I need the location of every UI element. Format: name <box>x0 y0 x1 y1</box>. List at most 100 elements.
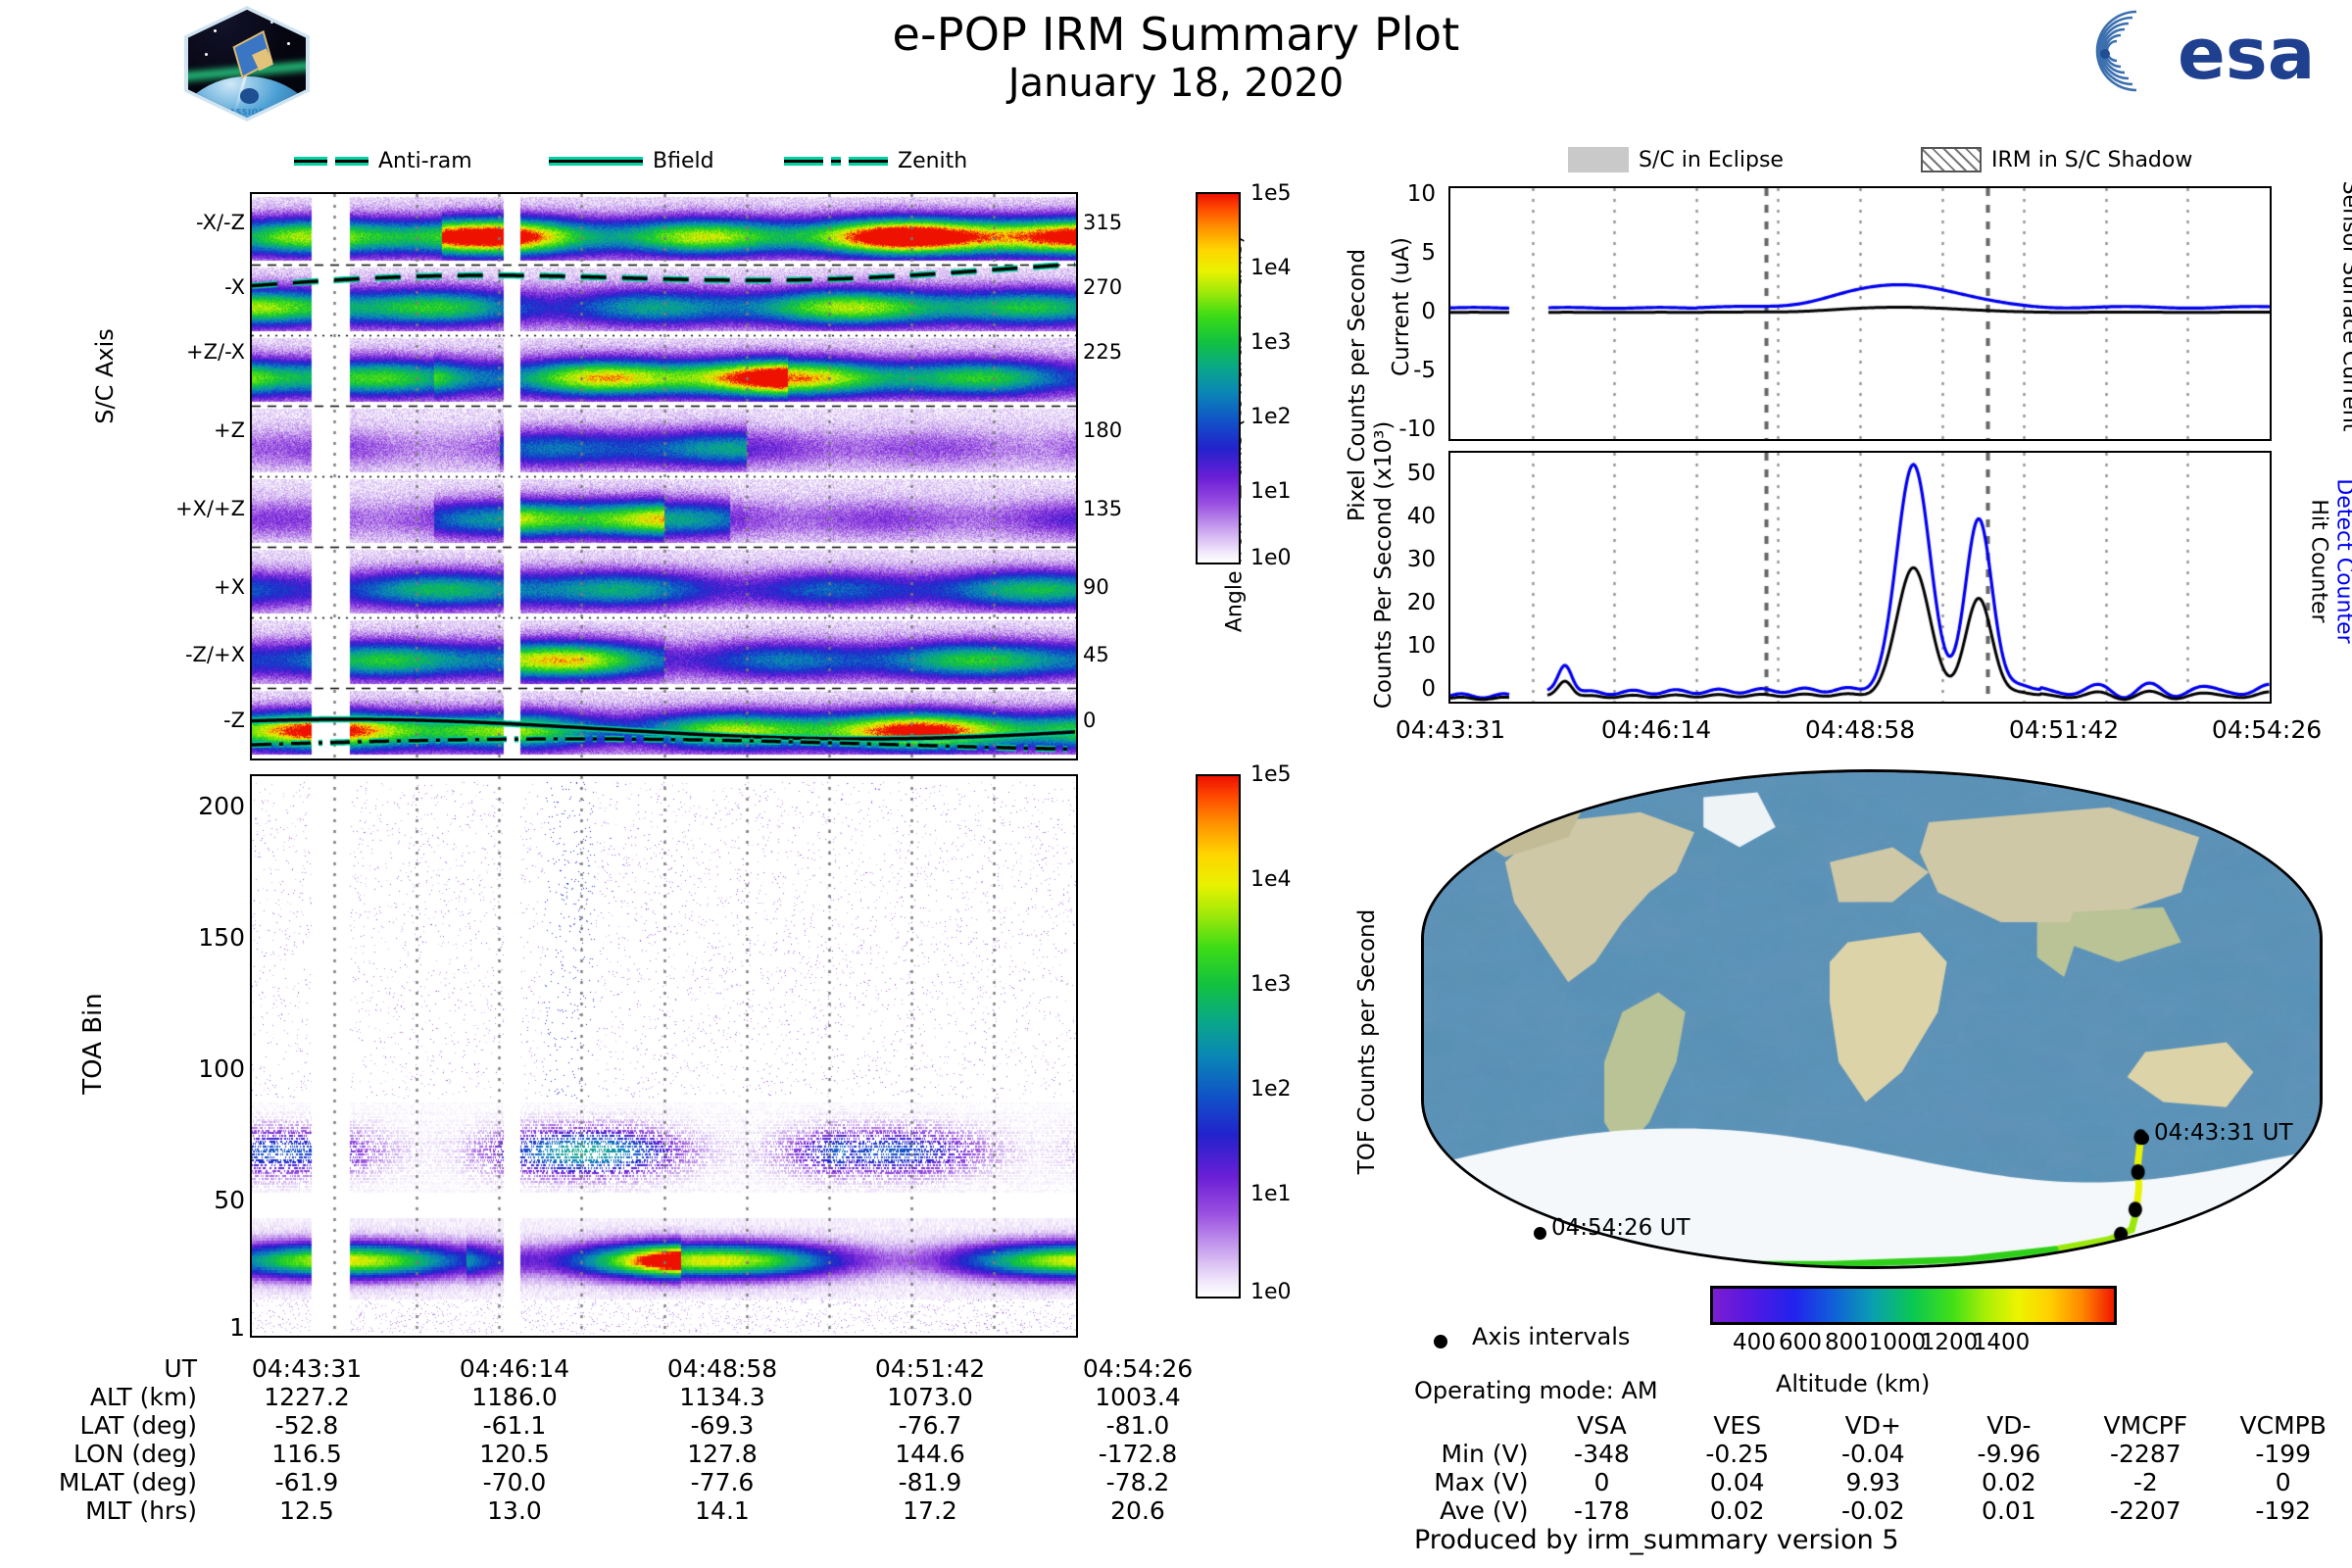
ephem-cell: -81.0 <box>1105 1411 1170 1440</box>
current-ytick-m5: -5 <box>1413 358 1436 383</box>
volt-corner-cell <box>1399 1411 1534 1440</box>
volt-cell: -2287 <box>2109 1440 2181 1468</box>
ephem-cell: 116.5 <box>271 1440 342 1468</box>
toa-cbar-tick-1e1: 1e1 <box>1250 1182 1292 1206</box>
pixel-ytick-right-7: 0 <box>1083 709 1097 732</box>
toa-ytick-150: 150 <box>198 923 245 952</box>
right-xtick-0: 04:43:31 <box>1395 715 1506 744</box>
ephem-cell: -69.3 <box>690 1411 755 1440</box>
volt-cell: 0.04 <box>1709 1468 1765 1496</box>
pixel-cbar-tick-1e4: 1e4 <box>1250 256 1292 280</box>
ephem-cell: 1003.4 <box>1095 1383 1181 1411</box>
counts-ytick-30: 30 <box>1406 547 1436 572</box>
legend-label-zenith: Zenith <box>898 149 968 173</box>
counts-ytick-40: 40 <box>1406 504 1436 529</box>
counts-per-second-plot[interactable] <box>1448 451 2272 704</box>
track-end-time-label: 04:54:26 UT <box>1551 1215 1690 1241</box>
ephem-cell: 13.0 <box>487 1496 542 1525</box>
volt-cell: 9.93 <box>1845 1468 1901 1496</box>
table-row: MLT (hrs) 12.5 13.0 14.1 17.2 20.6 <box>20 1496 1242 1525</box>
right-xtick-3: 04:51:42 <box>2008 715 2120 744</box>
toa-ytick-1: 1 <box>229 1313 245 1342</box>
legend-label-shadow: IRM in S/C Shadow <box>1991 147 2193 172</box>
pixel-cbar-tick-1e2: 1e2 <box>1250 405 1292 429</box>
volt-column-header: VD- <box>1986 1411 2032 1440</box>
toa-panel-ylabel: TOA Bin <box>78 993 108 1095</box>
toa-cbar-tick-1e4: 1e4 <box>1250 867 1292 892</box>
pixel-ytick-right-4: 135 <box>1083 497 1123 520</box>
toa-colorbar <box>1196 774 1241 1298</box>
pixel-ytick-5: +X <box>214 575 245 599</box>
ephem-cell: 04:48:58 <box>666 1354 778 1383</box>
ground-track-map[interactable] <box>1421 769 2323 1269</box>
table-row: LAT (deg) -52.8 -61.1 -69.3 -76.7 -81.0 <box>20 1411 1242 1440</box>
ephem-row-label: UT <box>164 1354 197 1383</box>
ephem-row-label: ALT (km) <box>89 1383 197 1411</box>
produced-by-footer: Produced by irm_summary version 5 <box>1414 1525 1899 1555</box>
volt-row-label: Min (V) <box>1441 1440 1529 1468</box>
volt-cell: -0.04 <box>1840 1440 1905 1468</box>
eclipse-swatch <box>1568 147 1629 172</box>
pixel-ytick-right-0: 315 <box>1083 211 1123 234</box>
esa-logo: esa <box>2076 6 2340 96</box>
volt-cell: -9.96 <box>1977 1440 2041 1468</box>
toa-bin-spectrogram[interactable] <box>250 774 1078 1338</box>
ephem-cell: -61.1 <box>482 1411 547 1440</box>
zenith-dot-swatch <box>831 157 841 166</box>
patch-label: CASSIOPE <box>222 107 271 117</box>
ephem-cell: -76.7 <box>898 1411 962 1440</box>
toa-ytick-50: 50 <box>214 1186 245 1214</box>
ephem-cell: 04:43:31 <box>251 1354 363 1383</box>
counts-ytick-50: 50 <box>1406 461 1436 486</box>
volt-column-header: VD+ <box>1844 1411 1901 1440</box>
alt-cbar-tick-600: 600 <box>1779 1330 1822 1355</box>
table-row: ALT (km) 1227.2 1186.0 1134.3 1073.0 1003.4 <box>20 1383 1242 1411</box>
ephem-cell: -61.9 <box>274 1468 339 1496</box>
toa-ytick-100: 100 <box>198 1054 245 1083</box>
toa-cbar-tick-1e0: 1e0 <box>1250 1280 1292 1304</box>
axis-intervals-legend-label: Axis intervals <box>1472 1323 1631 1350</box>
ephem-cell: 1186.0 <box>471 1383 558 1411</box>
sensor-current-plot[interactable] <box>1448 186 2272 441</box>
pixel-ytick-right-2: 225 <box>1083 340 1123 364</box>
legend-label-bfield: Bfield <box>653 149 714 173</box>
right-legend-shadow: IRM in S/C Shadow <box>1921 147 2192 172</box>
counts-right-label-black: Hit Counter <box>2306 499 2331 623</box>
ephem-cell: 04:51:42 <box>874 1354 986 1383</box>
alt-cbar-tick-800: 800 <box>1825 1330 1868 1355</box>
current-ytick-10: 10 <box>1406 181 1436 207</box>
volt-column-header: VES <box>1713 1411 1762 1440</box>
ephem-cell: 12.5 <box>279 1496 334 1525</box>
volt-cell: 0.01 <box>1982 1496 2036 1525</box>
svg-text:esa: esa <box>2178 13 2315 95</box>
counts-right-label-blue: Detect Counter <box>2331 478 2352 644</box>
toa-cbar-tick-1e5: 1e5 <box>1250 762 1292 787</box>
altitude-colorbar <box>1710 1286 2117 1325</box>
alt-cbar-tick-400: 400 <box>1733 1330 1776 1355</box>
shadow-swatch <box>1921 147 1982 172</box>
cassiope-mission-patch-icon: CASSIOPE <box>184 6 310 122</box>
pixel-cbar-tick-1e0: 1e0 <box>1250 546 1292 570</box>
pixel-cbar-tick-1e5: 1e5 <box>1250 181 1292 206</box>
page-title: e-POP IRM Summary Plot <box>892 8 1460 61</box>
ephem-cell: -172.8 <box>1098 1440 1178 1468</box>
right-xtick-2: 04:48:58 <box>1804 715 1916 744</box>
ephem-cell: 04:46:14 <box>459 1354 570 1383</box>
pixel-ytick-right-3: 180 <box>1083 418 1123 442</box>
table-row: UT 04:43:31 04:46:14 04:48:58 04:51:42 04:54:… <box>20 1354 1242 1383</box>
pixel-ytick-1: -X <box>224 275 245 299</box>
volt-cell: 0.02 <box>1982 1468 2036 1496</box>
pixel-counts-spectrogram[interactable] <box>250 192 1078 760</box>
ephem-cell: -70.0 <box>482 1468 547 1496</box>
pixel-legend-antiram: Anti-ram <box>294 149 472 173</box>
volt-column-header: VSA <box>1577 1411 1627 1440</box>
pixel-ytick-right-5: 90 <box>1083 575 1109 599</box>
axis-interval-dot-icon <box>1434 1335 1447 1348</box>
pixel-panel-ylabel-left: S/C Axis <box>91 328 119 424</box>
pixel-ytick-right-1: 270 <box>1083 275 1123 299</box>
ephem-cell: -78.2 <box>1105 1468 1170 1496</box>
right-xtick-1: 04:46:14 <box>1600 715 1712 744</box>
volt-cell: -0.25 <box>1705 1440 1770 1468</box>
pixel-ytick-7: -Z <box>223 709 245 732</box>
ephem-cell: 127.8 <box>687 1440 758 1468</box>
